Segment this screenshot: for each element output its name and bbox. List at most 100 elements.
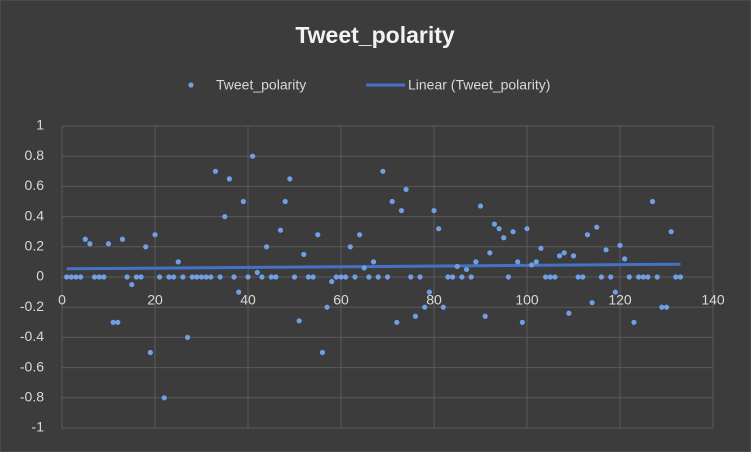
point xyxy=(570,253,577,259)
x-tick-label: 0 xyxy=(58,292,66,308)
point xyxy=(101,274,107,280)
y-tick-label: 0 xyxy=(36,268,44,284)
point xyxy=(245,274,251,280)
point xyxy=(259,274,265,280)
point xyxy=(505,274,511,280)
point xyxy=(198,274,205,280)
point xyxy=(324,304,330,310)
point xyxy=(501,235,507,241)
point xyxy=(417,274,423,280)
point xyxy=(515,259,521,265)
point xyxy=(561,250,567,256)
point xyxy=(519,319,525,325)
point xyxy=(301,251,307,257)
point xyxy=(603,247,609,253)
point xyxy=(264,244,270,250)
point xyxy=(217,274,223,280)
point xyxy=(143,244,149,250)
point xyxy=(626,274,632,280)
point xyxy=(608,274,614,280)
point xyxy=(161,395,167,401)
point xyxy=(468,274,474,280)
point xyxy=(408,274,414,280)
point xyxy=(445,274,451,280)
y-tick-label: -0.2 xyxy=(20,298,44,314)
point xyxy=(533,259,539,265)
y-tick-label: 0.2 xyxy=(25,238,45,254)
point xyxy=(240,198,246,205)
point xyxy=(366,274,372,280)
point xyxy=(463,266,470,273)
point xyxy=(175,259,181,265)
point xyxy=(226,176,232,182)
point xyxy=(566,310,572,316)
point xyxy=(87,241,93,247)
point xyxy=(663,304,670,310)
point xyxy=(473,259,479,265)
legend-label: Tweet_polarity xyxy=(216,77,306,93)
point xyxy=(347,244,353,250)
point xyxy=(305,274,312,280)
point xyxy=(617,242,623,248)
point xyxy=(598,274,605,280)
point xyxy=(124,274,130,280)
point xyxy=(231,274,237,280)
point xyxy=(645,274,651,280)
point xyxy=(287,176,293,182)
point xyxy=(631,319,637,325)
point xyxy=(543,274,549,280)
point xyxy=(640,274,646,280)
x-tick-label: 60 xyxy=(333,292,349,308)
point xyxy=(236,289,242,295)
point xyxy=(64,274,70,280)
trendline xyxy=(66,262,681,271)
point xyxy=(222,214,228,220)
point xyxy=(329,278,335,285)
point xyxy=(552,274,558,280)
point xyxy=(73,274,79,280)
point xyxy=(370,259,377,265)
point xyxy=(454,263,460,270)
point xyxy=(612,289,618,295)
point xyxy=(440,304,446,310)
point xyxy=(189,274,195,280)
point xyxy=(580,274,586,280)
y-tick-label: 1 xyxy=(36,117,44,133)
point xyxy=(212,168,219,174)
legend-marker xyxy=(188,82,194,88)
y-tick-label: -0.8 xyxy=(20,389,44,405)
point xyxy=(384,274,391,280)
y-tick-label: -0.6 xyxy=(20,358,44,374)
point xyxy=(119,236,126,242)
point xyxy=(649,198,656,205)
point xyxy=(403,186,409,193)
point xyxy=(496,226,502,232)
point xyxy=(584,232,591,238)
point xyxy=(659,304,665,310)
point xyxy=(422,304,428,310)
point xyxy=(487,250,493,256)
point xyxy=(110,319,116,325)
x-tick-label: 20 xyxy=(147,292,163,308)
point xyxy=(538,245,544,251)
point xyxy=(96,274,102,280)
point xyxy=(91,274,98,280)
point xyxy=(450,274,456,280)
x-tick-label: 40 xyxy=(240,292,256,308)
chart-title: Tweet_polarity xyxy=(295,22,455,48)
point xyxy=(277,227,284,233)
point xyxy=(426,289,432,295)
point xyxy=(343,274,349,280)
point xyxy=(482,313,488,319)
point xyxy=(250,153,256,159)
point xyxy=(315,232,321,238)
point xyxy=(352,274,358,280)
point xyxy=(380,168,386,174)
x-tick-label: 100 xyxy=(515,292,539,308)
point xyxy=(589,300,595,306)
point xyxy=(547,274,553,280)
point xyxy=(138,274,144,280)
point xyxy=(171,274,177,280)
point xyxy=(115,319,121,325)
point xyxy=(594,224,600,230)
